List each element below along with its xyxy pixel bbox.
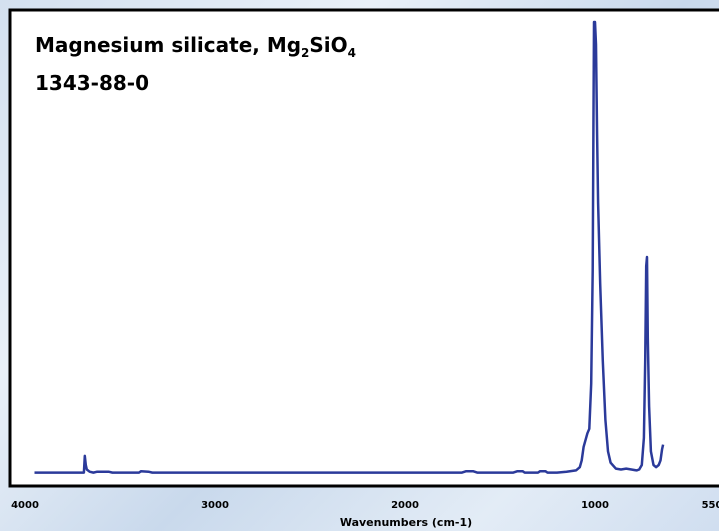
spectrum-line <box>34 20 665 474</box>
x-axis-label: Wavenumbers (cm-1) <box>340 516 472 529</box>
title-formula-mid: SiO <box>309 33 348 57</box>
chart-title-block: Magnesium silicate, Mg2SiO4 1343-88-0 <box>35 30 356 98</box>
x-tick-label: 550 <box>702 500 719 511</box>
x-tick-label: 4000 <box>11 500 39 511</box>
title-subscript-4: 4 <box>347 46 357 60</box>
x-tick-label: 2000 <box>391 500 419 511</box>
x-tick-label: 3000 <box>201 500 229 511</box>
chart-title: Magnesium silicate, Mg2SiO4 <box>35 30 356 68</box>
x-axis: 4000 3000 2000 1000 550 <box>11 500 719 511</box>
plot-background <box>8 8 719 488</box>
chart-subtitle-cas: 1343-88-0 <box>35 71 150 95</box>
title-name: Magnesium silicate, Mg <box>35 33 302 57</box>
title-subscript-2: 2 <box>301 46 310 60</box>
x-tick-label: 1000 <box>581 500 609 511</box>
